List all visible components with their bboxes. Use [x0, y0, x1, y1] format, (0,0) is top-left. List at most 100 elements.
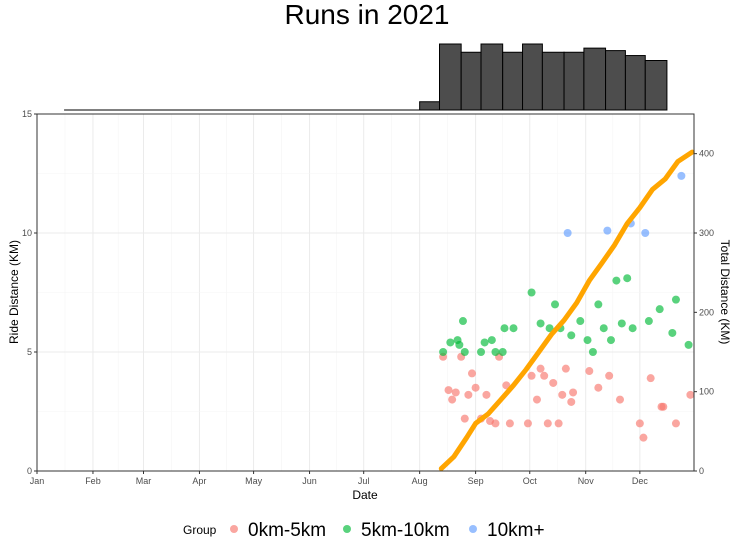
x-tick-label: Nov: [578, 476, 595, 486]
legend: Group 0km-5km 5km-10km 10km+: [183, 520, 545, 541]
scatter-points: [439, 171, 695, 442]
y-tick-label-right: 0: [699, 466, 704, 476]
data-point: [527, 288, 536, 297]
data-point: [509, 324, 518, 333]
data-point: [659, 402, 668, 411]
data-point: [482, 390, 491, 399]
data-point: [500, 324, 509, 333]
data-point: [655, 305, 664, 314]
data-point: [464, 390, 473, 399]
x-tick-label: Apr: [192, 476, 206, 486]
x-tick-label: Mar: [136, 476, 152, 486]
y-tick-label-right: 100: [699, 387, 714, 397]
data-point: [576, 317, 585, 326]
data-point: [491, 419, 500, 428]
data-point: [460, 414, 469, 423]
data-point: [594, 383, 603, 392]
plot-border: [36, 113, 695, 472]
legend-key: [469, 525, 477, 533]
y-tick-label-left: 15: [22, 109, 32, 119]
hist-bar: [624, 55, 646, 111]
data-point: [639, 433, 648, 442]
data-point: [563, 229, 572, 237]
data-point: [480, 338, 489, 347]
data-point: [603, 226, 612, 235]
data-point: [491, 348, 500, 356]
data-point: [444, 386, 453, 395]
data-point: [612, 276, 621, 285]
data-point: [455, 340, 464, 349]
data-point: [448, 395, 457, 404]
x-tick-label: Sep: [468, 476, 484, 486]
legend-label: 5km-10km: [361, 520, 450, 541]
hist-bar: [605, 50, 626, 111]
data-point: [536, 319, 545, 328]
data-point: [617, 319, 626, 328]
data-point: [668, 328, 677, 337]
data-point: [505, 419, 514, 428]
data-point: [543, 419, 552, 428]
data-point: [471, 383, 480, 392]
data-point: [623, 274, 632, 283]
data-point: [536, 364, 545, 373]
data-point: [599, 324, 608, 333]
y-tick-label-left: 0: [27, 466, 32, 476]
data-point: [684, 340, 693, 349]
data-point: [594, 300, 603, 309]
data-point: [628, 324, 637, 333]
data-point: [671, 295, 680, 304]
data-point: [467, 369, 476, 378]
cumulative-distance-line: [438, 149, 695, 472]
data-point: [588, 348, 597, 356]
x-tick-label: Feb: [85, 476, 101, 486]
data-point: [644, 317, 653, 326]
x-tick-label: Dec: [632, 476, 649, 486]
data-point: [671, 419, 680, 428]
histogram: [64, 43, 668, 111]
data-point: [641, 229, 650, 237]
hist-bar: [480, 43, 504, 111]
data-point: [558, 390, 567, 399]
data-point: [451, 388, 460, 397]
data-point: [635, 419, 644, 428]
data-point: [567, 331, 576, 340]
data-point: [606, 336, 615, 345]
hist-bar: [460, 51, 482, 111]
data-point: [458, 317, 467, 326]
data-point: [502, 381, 511, 390]
data-point: [523, 419, 532, 428]
data-point: [686, 390, 695, 399]
data-point: [551, 300, 560, 309]
hist-bar: [563, 51, 585, 111]
data-point: [567, 397, 576, 406]
y-tick-label-right: 400: [699, 149, 714, 159]
data-point: [498, 348, 507, 356]
y-axis-title-left: Ride Distance (KM): [7, 240, 21, 344]
data-point: [477, 348, 486, 356]
data-point: [439, 348, 448, 356]
hist-bar: [419, 101, 441, 111]
data-point: [527, 371, 536, 380]
hist-bar: [502, 51, 524, 111]
x-tick-label: Oct: [523, 476, 538, 486]
data-point: [554, 419, 563, 428]
hist-bar: [522, 43, 543, 111]
cumulative-line: [438, 149, 695, 472]
data-point: [540, 371, 549, 380]
y-tick-label-left: 5: [27, 347, 32, 357]
y-axis-title-right: Total Distance (KM): [718, 240, 732, 345]
data-point: [605, 371, 614, 380]
data-point: [615, 395, 624, 404]
x-axis-title: Date: [352, 488, 378, 502]
data-point: [677, 171, 686, 180]
x-tick-label: Aug: [412, 476, 428, 486]
legend-key: [343, 525, 351, 533]
legend-key: [230, 525, 238, 533]
axes: Jan Feb Mar Apr May Jun Jul Aug Sep Oct Nov Dec 0 5 10…: [22, 109, 714, 486]
data-point: [646, 374, 655, 383]
data-point: [549, 378, 558, 387]
data-point: [583, 336, 592, 345]
hist-bar: [439, 43, 462, 111]
x-tick-label: Jan: [30, 476, 45, 486]
